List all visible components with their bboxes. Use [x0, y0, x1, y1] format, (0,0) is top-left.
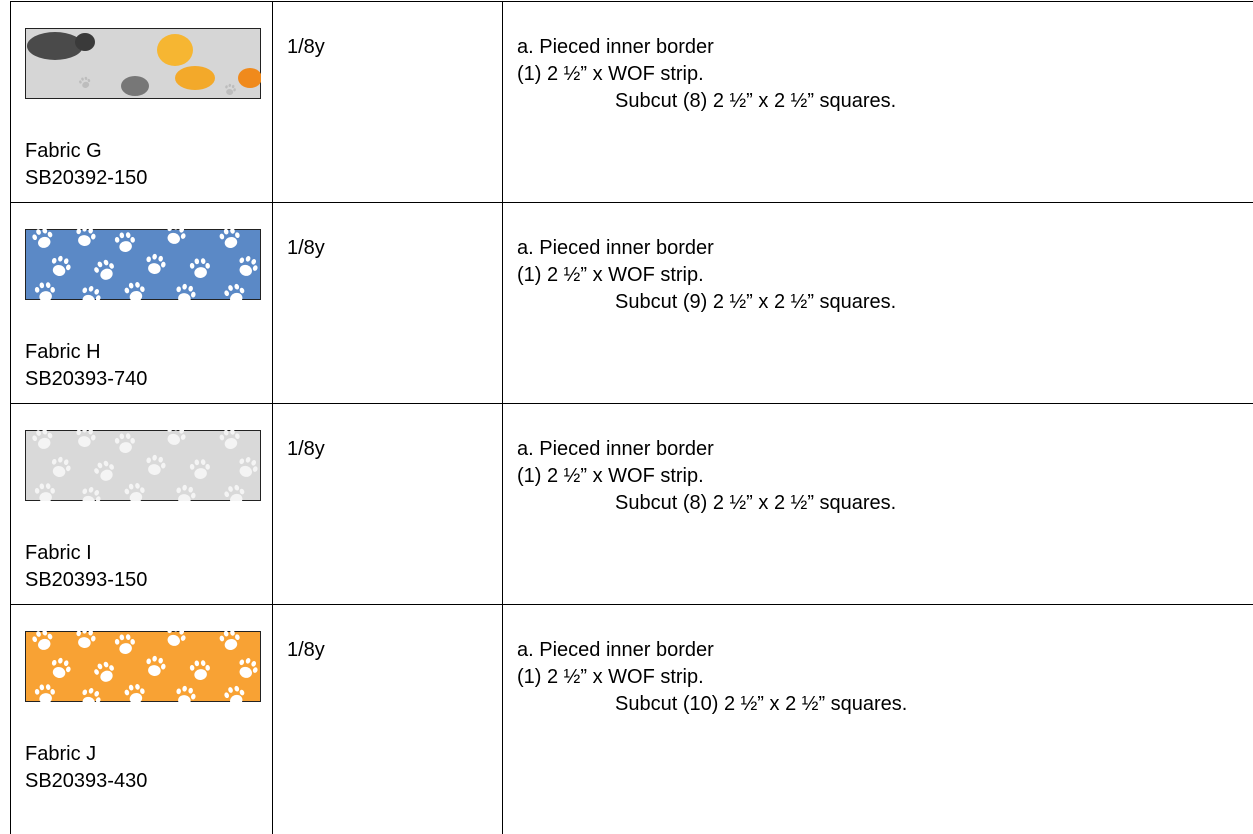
amount: 1/8y [287, 237, 325, 259]
instruction-line: Subcut (10) 2 ½” x 2 ½” squares. [615, 693, 908, 715]
fabric-cell: Fabric G SB20392-150 [11, 2, 273, 202]
instructions-cell: a. Pieced inner border (1) 2 ½” x WOF str… [503, 404, 1253, 604]
fabric-code: SB20392-150 [25, 167, 148, 189]
amount: 1/8y [287, 36, 325, 58]
amount-cell: 1/8y [273, 605, 503, 834]
fabric-code: SB20393-740 [25, 368, 148, 390]
instructions-cell: a. Pieced inner border (1) 2 ½” x WOF str… [503, 605, 1253, 834]
fabric-swatch [25, 229, 261, 300]
amount: 1/8y [287, 639, 325, 661]
fabric-label: Fabric G SB20392-150 [25, 138, 147, 192]
instruction-line: (1) 2 ½” x WOF strip. [517, 465, 704, 487]
fabric-swatch [25, 28, 261, 99]
instructions-cell: a. Pieced inner border (1) 2 ½” x WOF str… [503, 2, 1253, 202]
amount-cell: 1/8y [273, 404, 503, 604]
fabric-name: Fabric J [25, 743, 97, 765]
table-row: Fabric J SB20393-430 1/8y a. Pieced inner b… [10, 604, 1253, 834]
fabric-label: Fabric H SB20393-740 [25, 339, 147, 393]
fabric-swatch [25, 430, 261, 501]
fabric-label: Fabric J SB20393-430 [25, 741, 147, 795]
table-row: Fabric H SB20393-740 1/8y a. Pieced inner b… [10, 202, 1253, 403]
fabric-label: Fabric I SB20393-150 [25, 540, 147, 594]
amount: 1/8y [287, 438, 325, 460]
fabric-name: Fabric I [25, 542, 92, 564]
fabric-cell: Fabric I SB20393-150 [11, 404, 273, 604]
instruction-line: a. Pieced inner border [517, 237, 714, 259]
instruction-line: a. Pieced inner border [517, 438, 714, 460]
table-row: Fabric I SB20393-150 1/8y a. Pieced inner b… [10, 403, 1253, 604]
instructions-cell: a. Pieced inner border (1) 2 ½” x WOF str… [503, 203, 1253, 403]
instruction-line: Subcut (8) 2 ½” x 2 ½” squares. [615, 90, 897, 112]
fabric-name: Fabric G [25, 140, 102, 162]
fabric-code: SB20393-150 [25, 569, 148, 591]
amount-cell: 1/8y [273, 203, 503, 403]
fabric-name: Fabric H [25, 341, 101, 363]
instruction-line: (1) 2 ½” x WOF strip. [517, 264, 704, 286]
fabric-swatch [25, 631, 261, 702]
instruction-line: (1) 2 ½” x WOF strip. [517, 63, 704, 85]
amount-cell: 1/8y [273, 2, 503, 202]
instruction-line: Subcut (8) 2 ½” x 2 ½” squares. [615, 492, 897, 514]
instruction-line: (1) 2 ½” x WOF strip. [517, 666, 704, 688]
table-row: Fabric G SB20392-150 1/8y a. Pieced inner b… [10, 1, 1253, 202]
instruction-line: Subcut (9) 2 ½” x 2 ½” squares. [615, 291, 897, 313]
page: Fabric G SB20392-150 1/8y a. Pieced inner b… [10, 1, 1253, 834]
fabric-cell: Fabric H SB20393-740 [11, 203, 273, 403]
instruction-line: a. Pieced inner border [517, 639, 714, 661]
fabric-cell: Fabric J SB20393-430 [11, 605, 273, 834]
instruction-line: a. Pieced inner border [517, 36, 714, 58]
fabric-code: SB20393-430 [25, 770, 148, 792]
